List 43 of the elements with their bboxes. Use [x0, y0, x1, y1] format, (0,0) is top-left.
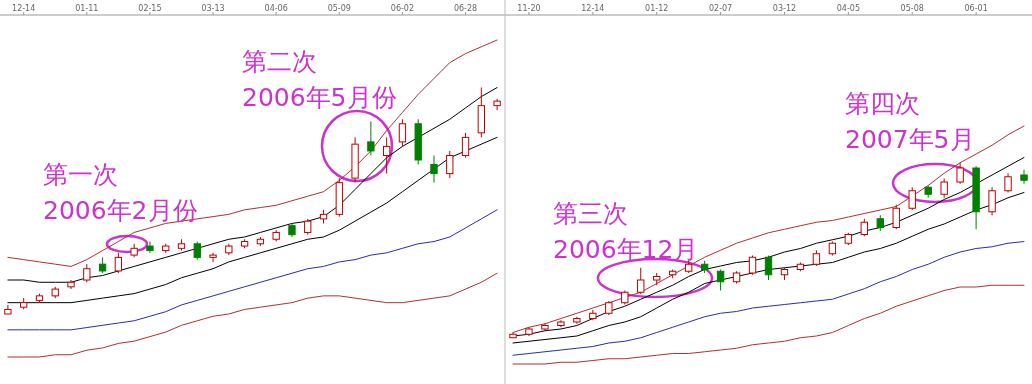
candlestick: [716, 269, 725, 291]
candlestick: [908, 186, 916, 211]
x-tick-label: 05-08: [900, 4, 924, 13]
x-tick-label: 04-05: [836, 4, 860, 13]
x-tick-label: 01-11: [75, 4, 99, 13]
x-tick-label: 03-12: [772, 4, 797, 13]
candlestick: [892, 204, 900, 230]
candlestick: [493, 98, 501, 111]
candlestick: [193, 241, 201, 261]
candlestick: [461, 132, 470, 159]
x-tick-label: 02-15: [138, 4, 162, 13]
candlestick: [382, 136, 391, 175]
candlestick: [1004, 172, 1012, 193]
candlestick: [398, 118, 407, 147]
candlestick: [209, 252, 217, 263]
annotation: 第二次 2006年5月份: [242, 47, 397, 112]
candlestick: [988, 186, 996, 216]
candlestick: [146, 241, 154, 254]
x-tick-label: 01-12: [645, 4, 669, 13]
x-tick-label: 06-02: [390, 4, 415, 13]
candlestick: [1020, 169, 1028, 185]
x-tick-label: 03-13: [201, 4, 225, 13]
x-tick-label: 02-07: [708, 4, 733, 13]
x-tick-label: 06-01: [964, 4, 988, 13]
candlestick: [940, 178, 948, 199]
candlestick: [83, 263, 91, 283]
x-tick-label: 04-06: [264, 4, 288, 13]
x-tick-label: 12-14: [581, 4, 605, 13]
x-tick-label: 12-14: [12, 4, 36, 13]
x-tick-label: 11-20: [517, 4, 541, 13]
candlestick: [748, 255, 757, 276]
candlestick: [637, 267, 645, 295]
candlestick: [114, 252, 123, 274]
x-tick-label: 05-09: [327, 4, 351, 13]
candlestick: [764, 255, 773, 281]
text: 第四次 2007年5月: [845, 89, 975, 154]
annotation: 第三次 2006年12月: [553, 199, 699, 264]
candlestick: [446, 150, 454, 179]
x-tick-label: 06-28: [453, 4, 478, 13]
candlestick: [367, 121, 375, 156]
candlestick: [956, 162, 964, 185]
annotation: 第一次 2006年2月份: [43, 160, 198, 225]
candlestick: [430, 154, 438, 184]
